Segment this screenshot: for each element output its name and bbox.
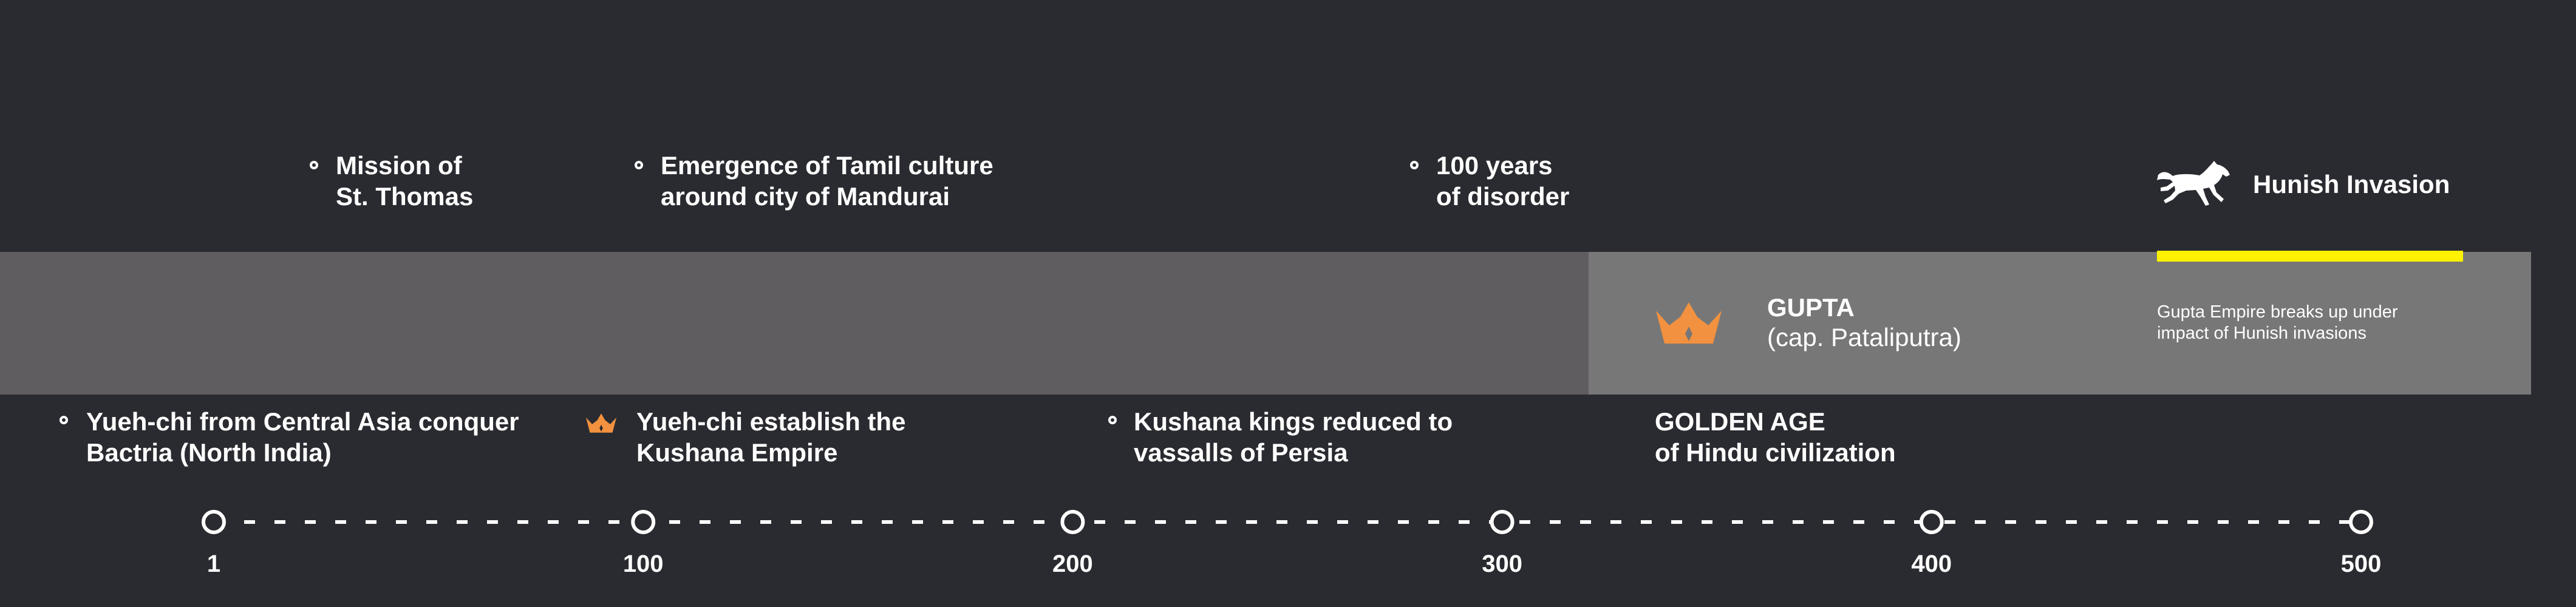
hunish-period-bar — [2157, 251, 2463, 262]
event-text-line: St. Thomas — [336, 182, 474, 211]
bullet-marker — [635, 161, 643, 169]
timeline-tick-label: 100 — [623, 551, 664, 577]
event-text-line: around city of Mandurai — [661, 182, 950, 211]
crown-icon — [1656, 302, 1722, 344]
event-text-line: Bactria (North India) — [86, 438, 332, 467]
timeline-tick-label: 200 — [1052, 551, 1093, 577]
bullet-marker — [1410, 161, 1419, 169]
timeline-tick-label: 300 — [1482, 551, 1522, 577]
era-band-gupta — [1589, 252, 2531, 395]
event-text-line: Yueh-chi from Central Asia conquer — [86, 407, 519, 436]
crown-icon — [585, 413, 617, 433]
timeline-tick-label: 400 — [1911, 551, 1952, 577]
timeline-tick-marker — [1060, 510, 1085, 534]
event-text-line: 100 years — [1436, 151, 1553, 180]
bullet-marker — [60, 416, 68, 424]
event-text-line: Emergence of Tamil culture — [661, 151, 993, 180]
timeline-tick-marker — [2349, 510, 2373, 534]
event-text-line: Kushana kings reduced to — [1134, 407, 1453, 436]
timeline-tick-marker — [202, 510, 226, 534]
timeline-tick-label: 500 — [2341, 551, 2382, 577]
era-band-early — [0, 252, 1589, 395]
event-text-line: Mission of — [336, 151, 462, 180]
event-text-line: of Hindu civilization — [1655, 438, 1896, 467]
bullet-marker — [310, 161, 318, 169]
timeline-tick-marker — [1919, 510, 1944, 534]
event-text-line: Yueh-chi establish the — [636, 407, 906, 436]
era-band — [0, 252, 2531, 395]
timeline-tick-marker — [1490, 510, 1515, 534]
timeline-tick-marker — [631, 510, 656, 534]
horse-icon — [2157, 161, 2230, 206]
bullet-marker — [1108, 416, 1117, 424]
event-text-line: of disorder — [1436, 182, 1570, 211]
gupta-subtitle: (cap. Pataliputra) — [1767, 323, 1961, 351]
event-text-line: GOLDEN AGE — [1655, 407, 1825, 436]
gupta-note-line: Gupta Empire breaks up under — [2157, 302, 2398, 322]
event-text-line: vassalls of Persia — [1134, 438, 1348, 467]
event-text-line: Kushana Empire — [636, 438, 838, 467]
timeline-tick-label: 1 — [207, 551, 220, 577]
hunish-label: Hunish Invasion — [2253, 170, 2450, 198]
gupta-title: GUPTA — [1767, 293, 1855, 322]
gupta-note-line: impact of Hunish invasions — [2157, 324, 2366, 343]
